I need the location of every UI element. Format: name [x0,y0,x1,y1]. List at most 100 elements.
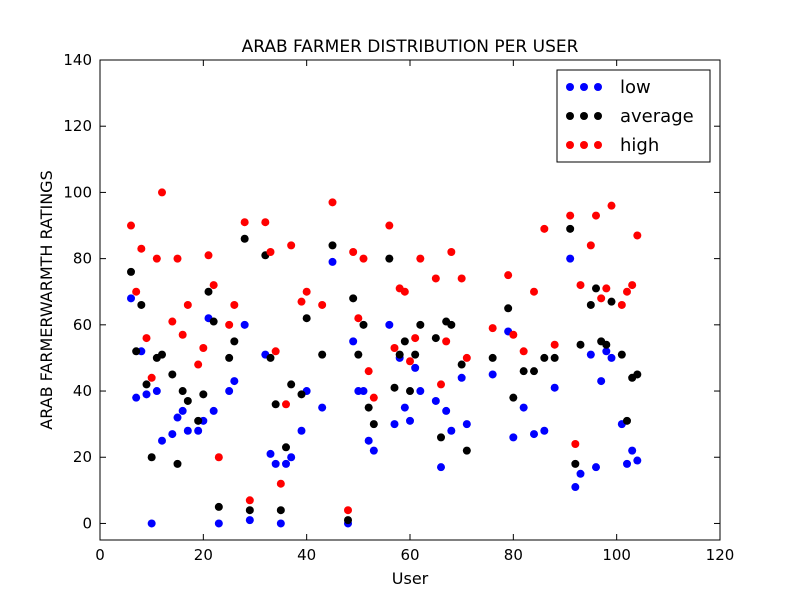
data-point [271,459,280,468]
data-point [364,367,373,376]
data-point [488,324,497,333]
data-point [287,241,296,250]
y-tick-label: 40 [73,382,92,400]
data-point [209,406,218,415]
data-point [240,218,249,227]
data-point [602,340,611,349]
data-point [245,496,254,505]
y-tick-label: 80 [73,250,92,268]
data-point [240,320,249,329]
legend-label: low [620,77,651,98]
x-tick-label: 100 [602,546,631,564]
data-point [230,300,239,309]
data-point [442,337,451,346]
data-point [152,254,161,263]
data-point [183,426,192,435]
data-point [369,393,378,402]
y-tick-label: 120 [63,117,92,135]
data-point [395,350,404,359]
chart-title: ARAB FARMER DISTRIBUTION PER USER [242,37,579,57]
data-point [287,453,296,462]
data-point [447,248,456,256]
data-point [173,254,182,263]
data-point [152,387,161,396]
data-point [354,314,363,323]
data-point [349,337,358,346]
data-point [297,297,306,306]
data-point [349,294,358,303]
data-point [617,300,626,309]
y-tick-label: 140 [63,51,92,69]
data-point [617,350,626,359]
legend-label: average [620,106,694,127]
data-point [276,479,285,488]
legend-marker [580,112,588,120]
data-point [411,350,420,359]
data-point [209,317,218,326]
data-point [359,387,368,396]
data-point [359,254,368,263]
data-point [328,198,337,207]
data-point [173,459,182,468]
data-point [400,403,409,412]
legend-marker [566,112,574,120]
x-tick-label: 40 [297,546,316,564]
data-point [406,416,414,425]
legend-marker [566,141,574,149]
data-point [540,426,549,435]
data-point [266,449,275,458]
series-average [127,224,642,525]
y-tick-label: 100 [63,183,92,201]
data-point [137,244,146,253]
data-point [390,344,399,352]
data-point [359,320,368,329]
data-point [214,502,223,511]
data-point [623,459,631,468]
data-point [628,446,637,455]
data-point [597,294,606,303]
data-point [297,426,306,435]
y-tick-label: 0 [82,514,92,532]
data-point [369,446,378,455]
data-point [199,390,208,399]
data-point [607,201,616,210]
y-axis-label: ARAB FARMERWARMTH RATINGS [37,170,56,430]
data-point [576,340,585,349]
data-point [127,294,135,303]
data-point [132,287,141,296]
data-point [225,387,234,396]
data-point [442,406,451,415]
data-point [592,284,600,293]
data-point [178,406,187,415]
data-point [225,320,234,329]
data-point [411,363,420,372]
legend-marker [594,83,602,91]
data-point [147,453,156,462]
data-point [437,463,445,472]
data-point [204,287,213,296]
data-point [519,367,528,376]
data-point [183,300,192,309]
data-point [142,390,151,399]
data-point [178,387,187,396]
data-point [147,519,156,528]
legend-label: high [620,135,659,156]
data-point [390,383,399,392]
data-point [318,403,327,412]
data-point [633,370,642,379]
data-point [385,254,394,263]
data-point [607,297,616,306]
data-point [276,519,285,528]
legend-marker [594,141,602,149]
data-point [509,433,518,442]
data-point [158,188,166,197]
data-point [597,377,606,386]
data-point [364,436,373,445]
legend-entry-high: high [566,135,659,156]
data-point [158,436,166,445]
data-point [282,443,290,452]
data-point [400,287,409,296]
data-point [457,360,466,369]
legend-entry-low: low [566,77,651,98]
